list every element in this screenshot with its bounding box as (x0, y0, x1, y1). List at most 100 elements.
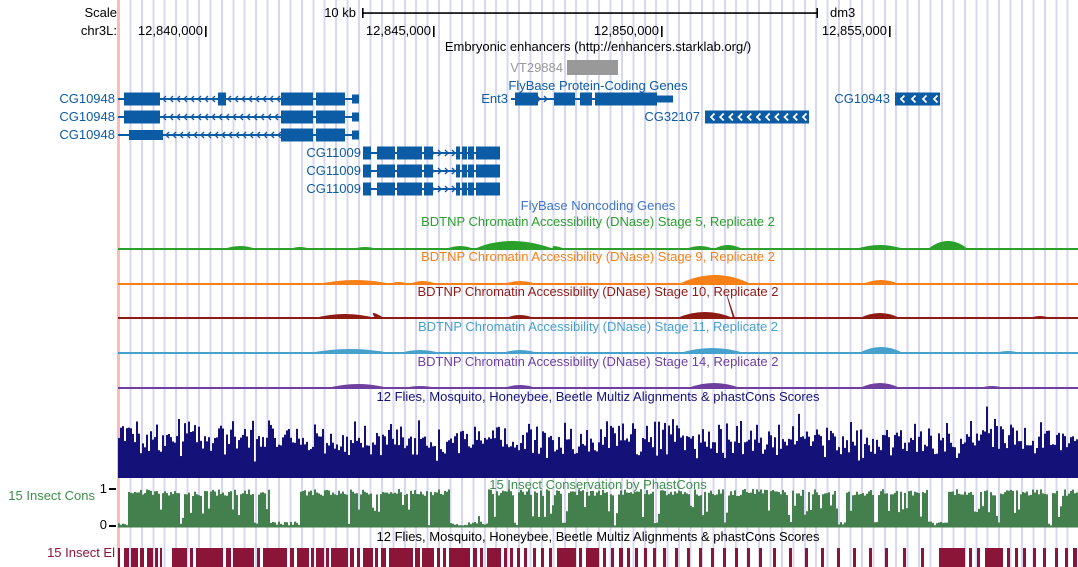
multiz-bar (684, 450, 686, 478)
track-title-dnase-stage11[interactable]: BDTNP Chromatin Accessibility (DNase) St… (417, 319, 779, 334)
phastcons-bar (778, 492, 780, 527)
multiz-bar (586, 430, 588, 478)
multiz-bar (122, 426, 124, 478)
phastcons-bar (452, 523, 454, 527)
insect-el-block (160, 548, 162, 567)
enhancer-item-label[interactable]: VT29884 (510, 60, 563, 75)
gene-label[interactable]: CG10948 (59, 91, 115, 106)
multiz-bar (980, 434, 982, 478)
strand-arrow (162, 95, 167, 103)
track-title-enhancers[interactable]: Embryonic enhancers (http://enhancers.st… (444, 39, 752, 54)
multiz-bar (1030, 445, 1032, 478)
multiz-bar (440, 449, 442, 478)
multiz-bar (718, 424, 720, 478)
multiz-bar (304, 444, 306, 478)
track-title-dnase-stage10[interactable]: BDTNP Chromatin Accessibility (DNase) St… (417, 284, 779, 299)
phastcons-bar (906, 508, 908, 527)
multiz-bar (194, 425, 196, 478)
phastcons-left-label[interactable]: 15 Insect Cons (8, 488, 95, 503)
gene-exon (476, 164, 500, 178)
track-title-protein-coding[interactable]: FlyBase Protein-Coding Genes (508, 78, 688, 93)
gene-label[interactable]: Ent3 (481, 91, 508, 106)
insect-el-left-label[interactable]: 15 Insect El (47, 545, 115, 560)
gene-exon (456, 164, 460, 178)
insect-el-block (147, 548, 153, 567)
multiz-bar (252, 420, 254, 478)
phastcons-bar (222, 492, 224, 527)
multiz-bar (402, 437, 404, 478)
multiz-bar (592, 442, 594, 478)
multiz-bar (534, 439, 536, 478)
multiz-bar (332, 442, 334, 478)
multiz-bar (892, 447, 894, 478)
phastcons-bar (808, 492, 810, 527)
track-title-multiz[interactable]: 12 Flies, Mosquito, Honeybee, Beetle Mul… (376, 389, 820, 404)
multiz-bar (262, 437, 264, 478)
phastcons-bar (510, 491, 512, 527)
phastcons-bar (182, 517, 184, 527)
multiz-bar (622, 423, 624, 478)
gene-label[interactable]: CG11009 (306, 163, 361, 178)
multiz-bar (240, 437, 242, 478)
multiz-bar (954, 447, 956, 478)
multiz-bar (1034, 453, 1036, 478)
insect-el-block (1055, 548, 1058, 567)
multiz-bar (352, 443, 354, 478)
phastcons-bar (178, 493, 180, 527)
gene-label[interactable]: CG10943 (834, 91, 890, 106)
multiz-bar (672, 419, 674, 478)
phastcons-bar (210, 491, 212, 527)
gene-label[interactable]: CG32107 (644, 109, 700, 124)
gene-label[interactable]: CG11009 (306, 181, 361, 196)
track-title-multiz-2[interactable]: 12 Flies, Mosquito, Honeybee, Beetle Mul… (376, 529, 820, 544)
strand-arrow (183, 95, 188, 103)
strand-arrow (214, 131, 219, 139)
multiz-bar (762, 453, 764, 478)
multiz-bar (388, 429, 390, 478)
multiz-bar (880, 450, 882, 478)
phastcons-bar (158, 493, 160, 527)
gene-label[interactable]: CG10948 (59, 127, 115, 142)
phastcons-bar (542, 495, 544, 527)
phastcons-bar (926, 489, 928, 527)
gene-label[interactable]: CG10948 (59, 109, 115, 124)
track-title-dnase-stage14[interactable]: BDTNP Chromatin Accessibility (DNase) St… (417, 354, 779, 369)
multiz-bar (392, 438, 394, 478)
phastcons-bar (860, 493, 862, 527)
phastcons-bar (792, 490, 794, 527)
phastcons-bar (342, 491, 344, 527)
phastcons-bar (726, 512, 728, 527)
phastcons-bar (886, 493, 888, 527)
insect-el-block (118, 548, 120, 567)
strand-arrow (444, 167, 449, 175)
phastcons-bar (964, 491, 966, 527)
track-title-dnase-stage5[interactable]: BDTNP Chromatin Accessibility (DNase) St… (421, 214, 775, 229)
phastcons-bar (560, 493, 562, 527)
enhancer-item-box (567, 60, 618, 75)
phastcons-bar (432, 495, 434, 527)
multiz-bar (118, 437, 120, 478)
gene-label[interactable]: CG11009 (306, 145, 361, 160)
insect-el-block (311, 548, 314, 567)
phastcons-bar (374, 510, 376, 527)
multiz-bar (256, 439, 258, 478)
phastcons-bar (840, 522, 842, 527)
multiz-bar (238, 440, 240, 478)
multiz-bar (406, 445, 408, 478)
phastcons-bar (980, 492, 982, 527)
track-title-dnase-stage9[interactable]: BDTNP Chromatin Accessibility (DNase) St… (421, 249, 775, 264)
strand-arrow (932, 94, 939, 104)
phastcons-bar (254, 522, 256, 527)
multiz-bar (318, 436, 320, 478)
phastcons-bar (310, 490, 312, 527)
phastcons-bar (386, 492, 388, 527)
phastcons-bar (128, 492, 130, 527)
track-title-noncoding[interactable]: FlyBase Noncoding Genes (520, 198, 676, 213)
insect-el-block (805, 548, 808, 567)
track-title-phastcons[interactable]: 15 Insect Conservation by PhastCons (489, 477, 707, 492)
phastcons-bar (332, 492, 334, 527)
phastcons-bar (700, 495, 702, 527)
multiz-bar (574, 453, 576, 478)
strand-arrow (190, 95, 195, 103)
